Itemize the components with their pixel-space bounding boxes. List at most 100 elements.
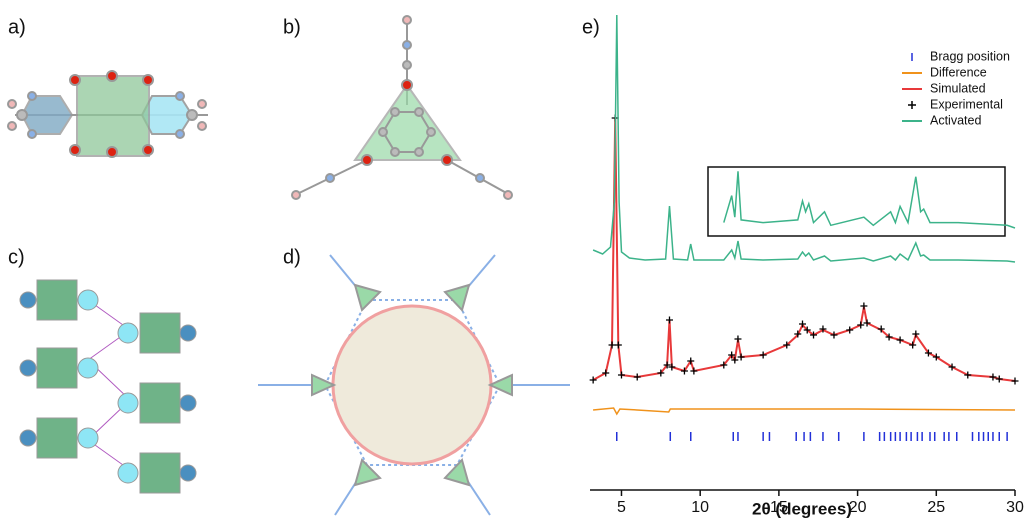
data-point bbox=[615, 342, 622, 349]
molecule-a-part bbox=[28, 130, 36, 138]
molecule-b-part bbox=[403, 16, 411, 24]
data-point bbox=[690, 368, 697, 375]
molecule-a-part bbox=[8, 122, 16, 130]
molecule-a-part bbox=[176, 92, 184, 100]
framework-c-part bbox=[37, 418, 77, 458]
framework-c-part bbox=[20, 360, 36, 376]
figure: a) b) c) d) e) bbox=[0, 0, 1025, 520]
molecule-b-part bbox=[292, 191, 300, 199]
legend-label: Activated bbox=[930, 113, 981, 127]
molecule-a-part bbox=[22, 96, 72, 134]
data-point bbox=[846, 327, 853, 334]
data-point bbox=[860, 303, 867, 310]
framework-c-part bbox=[118, 393, 138, 413]
x-axis-label: 2θ (degrees) bbox=[752, 499, 852, 518]
panel-label: b) bbox=[283, 16, 301, 38]
molecule-b-part bbox=[391, 148, 399, 156]
molecule-a-part bbox=[70, 75, 80, 85]
molecule-a-part bbox=[8, 100, 16, 108]
framework-c-part bbox=[20, 292, 36, 308]
framework-d-part bbox=[355, 285, 380, 310]
data-point bbox=[1012, 378, 1019, 385]
framework-c-part bbox=[180, 395, 196, 411]
panel-label: a) bbox=[8, 16, 26, 38]
panel-label: d) bbox=[283, 246, 301, 268]
framework-c-part bbox=[140, 383, 180, 423]
framework-c-part bbox=[37, 348, 77, 388]
framework-c-part bbox=[78, 428, 98, 448]
data-point bbox=[738, 354, 745, 361]
molecule-b-part bbox=[442, 155, 452, 165]
molecule-a-part bbox=[107, 147, 117, 157]
x-tick-label: 5 bbox=[617, 499, 626, 516]
molecule-b-part bbox=[415, 148, 423, 156]
molecule-b-part bbox=[355, 85, 460, 160]
data-point bbox=[666, 317, 673, 324]
framework-c-part bbox=[140, 313, 180, 353]
data-point bbox=[964, 372, 971, 379]
framework-c bbox=[20, 280, 196, 493]
x-tick-label: 30 bbox=[1006, 499, 1024, 516]
molecule-a-part bbox=[28, 92, 36, 100]
inset-frame bbox=[708, 167, 1005, 236]
molecule-b-part bbox=[326, 174, 334, 182]
molecule-b-part bbox=[415, 108, 423, 116]
framework-c-part bbox=[118, 323, 138, 343]
molecule-a-part bbox=[176, 130, 184, 138]
x-tick-label: 20 bbox=[849, 499, 867, 516]
series-line bbox=[593, 408, 1015, 414]
molecule-b-part bbox=[403, 41, 411, 49]
molecule-b-part bbox=[427, 128, 435, 136]
data-point bbox=[897, 337, 904, 344]
molecule-b-part bbox=[379, 128, 387, 136]
molecule-a-part bbox=[187, 110, 197, 120]
x-tick-label: 25 bbox=[927, 499, 945, 516]
data-point bbox=[864, 320, 871, 327]
molecule-a-part bbox=[70, 145, 80, 155]
data-point bbox=[734, 336, 741, 343]
legend-label: Bragg position bbox=[930, 49, 1010, 63]
framework-d-part bbox=[333, 306, 491, 464]
framework-c-part bbox=[180, 465, 196, 481]
framework-c-part bbox=[180, 325, 196, 341]
data-point bbox=[909, 342, 916, 349]
series-line bbox=[593, 118, 1015, 381]
molecule-b-part bbox=[402, 80, 412, 90]
framework-c-part bbox=[78, 290, 98, 310]
legend-marker bbox=[908, 101, 916, 109]
framework-c-part bbox=[118, 463, 138, 483]
molecule-b-part bbox=[504, 191, 512, 199]
molecule-a-part bbox=[17, 110, 27, 120]
data-point bbox=[857, 322, 864, 329]
molecule-a-part bbox=[107, 71, 117, 81]
page: {"panels": [{"label": "a)"}, {"label": "… bbox=[0, 0, 1025, 520]
legend-label: Difference bbox=[930, 65, 987, 79]
molecule-b-part bbox=[403, 61, 411, 69]
molecule-b-part bbox=[362, 155, 372, 165]
data-point bbox=[830, 332, 837, 339]
x-tick-label: 10 bbox=[691, 499, 709, 516]
data-point bbox=[996, 376, 1003, 383]
framework-d-part bbox=[445, 285, 469, 310]
molecule-b bbox=[292, 16, 512, 199]
molecule-a-part bbox=[77, 76, 149, 156]
panel-label: c) bbox=[8, 246, 25, 268]
framework-c-part bbox=[20, 430, 36, 446]
framework-c-part bbox=[140, 453, 180, 493]
panel-label: e) bbox=[582, 16, 600, 38]
legend-label: Simulated bbox=[930, 81, 986, 95]
data-point bbox=[760, 352, 767, 359]
framework-d-part bbox=[490, 375, 512, 395]
molecule-a-part bbox=[198, 100, 206, 108]
framework-d-part bbox=[312, 375, 334, 395]
legend-label: Experimental bbox=[930, 97, 1003, 111]
framework-d-part bbox=[445, 460, 469, 485]
data-point bbox=[618, 372, 625, 379]
molecule-a-part bbox=[143, 75, 153, 85]
x-tick-label: 15 bbox=[770, 499, 788, 516]
data-point bbox=[912, 331, 919, 338]
data-point bbox=[989, 374, 996, 381]
framework-c-part bbox=[37, 280, 77, 320]
data-point bbox=[609, 342, 616, 349]
framework-d-part bbox=[355, 460, 380, 485]
